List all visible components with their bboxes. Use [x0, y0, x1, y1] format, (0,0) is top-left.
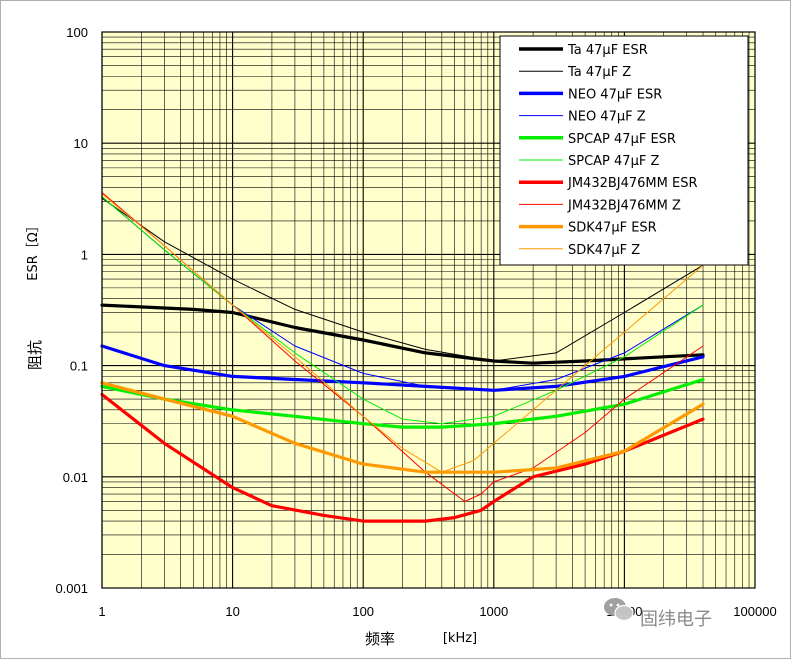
x-axis-unit: [kHz] — [443, 631, 477, 646]
series-line-10 — [101, 193, 704, 473]
x-tick-label: 100 — [352, 604, 374, 619]
y-tick-label: 100 — [66, 25, 88, 40]
y-tick-label: 1 — [81, 247, 88, 262]
y-tick-label: 0.01 — [63, 470, 88, 485]
series-line-7 — [100, 392, 705, 523]
series-line-2 — [101, 197, 704, 362]
watermark: 固纬电子 — [604, 598, 712, 630]
series-layer — [100, 192, 705, 523]
series-line-5 — [100, 377, 705, 429]
y-tick-label: 10 — [74, 136, 88, 151]
legend-label: JM432BJ476MM Z — [567, 198, 681, 213]
y-axis-label-esr: ESR［Ω］ — [26, 219, 41, 280]
legend-label: SPCAP 47μF ESR — [568, 132, 676, 147]
legend-label: Ta 47μF ESR — [567, 43, 648, 58]
series-line-3 — [100, 344, 705, 392]
x-tick-label: 1 — [98, 604, 105, 619]
legend-label: SPCAP 47μF Z — [568, 154, 659, 169]
x-axis-label: 频率 — [365, 630, 395, 648]
series-line-1 — [100, 303, 705, 365]
wechat-icon — [604, 598, 634, 622]
series-line-9 — [100, 381, 705, 474]
legend-label: SDK47μF ESR — [568, 221, 657, 236]
y-tick-labels: 0.001 0.01 0.1 1 10 100 — [55, 25, 88, 596]
x-tick-label: 1000 — [479, 604, 508, 619]
legend-label: JM432BJ476MM ESR — [567, 176, 698, 191]
x-tick-label: 10 — [225, 604, 239, 619]
series-line-6 — [101, 196, 704, 425]
legend-label: Ta 47μF Z — [567, 65, 631, 80]
x-tick-label: 100000 — [733, 604, 776, 619]
legend-label: SDK47μF Z — [568, 243, 640, 258]
plot-border — [101, 31, 756, 589]
legend-label: NEO 47μF ESR — [568, 87, 662, 102]
y-tick-label: 0.1 — [70, 359, 88, 374]
legend: Ta 47μF ESR Ta 47μF Z NEO 47μF ESR NEO 47μF… — [499, 35, 749, 266]
legend-label: NEO 47μF Z — [568, 110, 646, 125]
watermark-text: 固纬电子 — [640, 609, 712, 630]
y-tick-label: 0.001 — [55, 581, 88, 596]
y-axis-label: 阻抗 — [26, 340, 44, 370]
